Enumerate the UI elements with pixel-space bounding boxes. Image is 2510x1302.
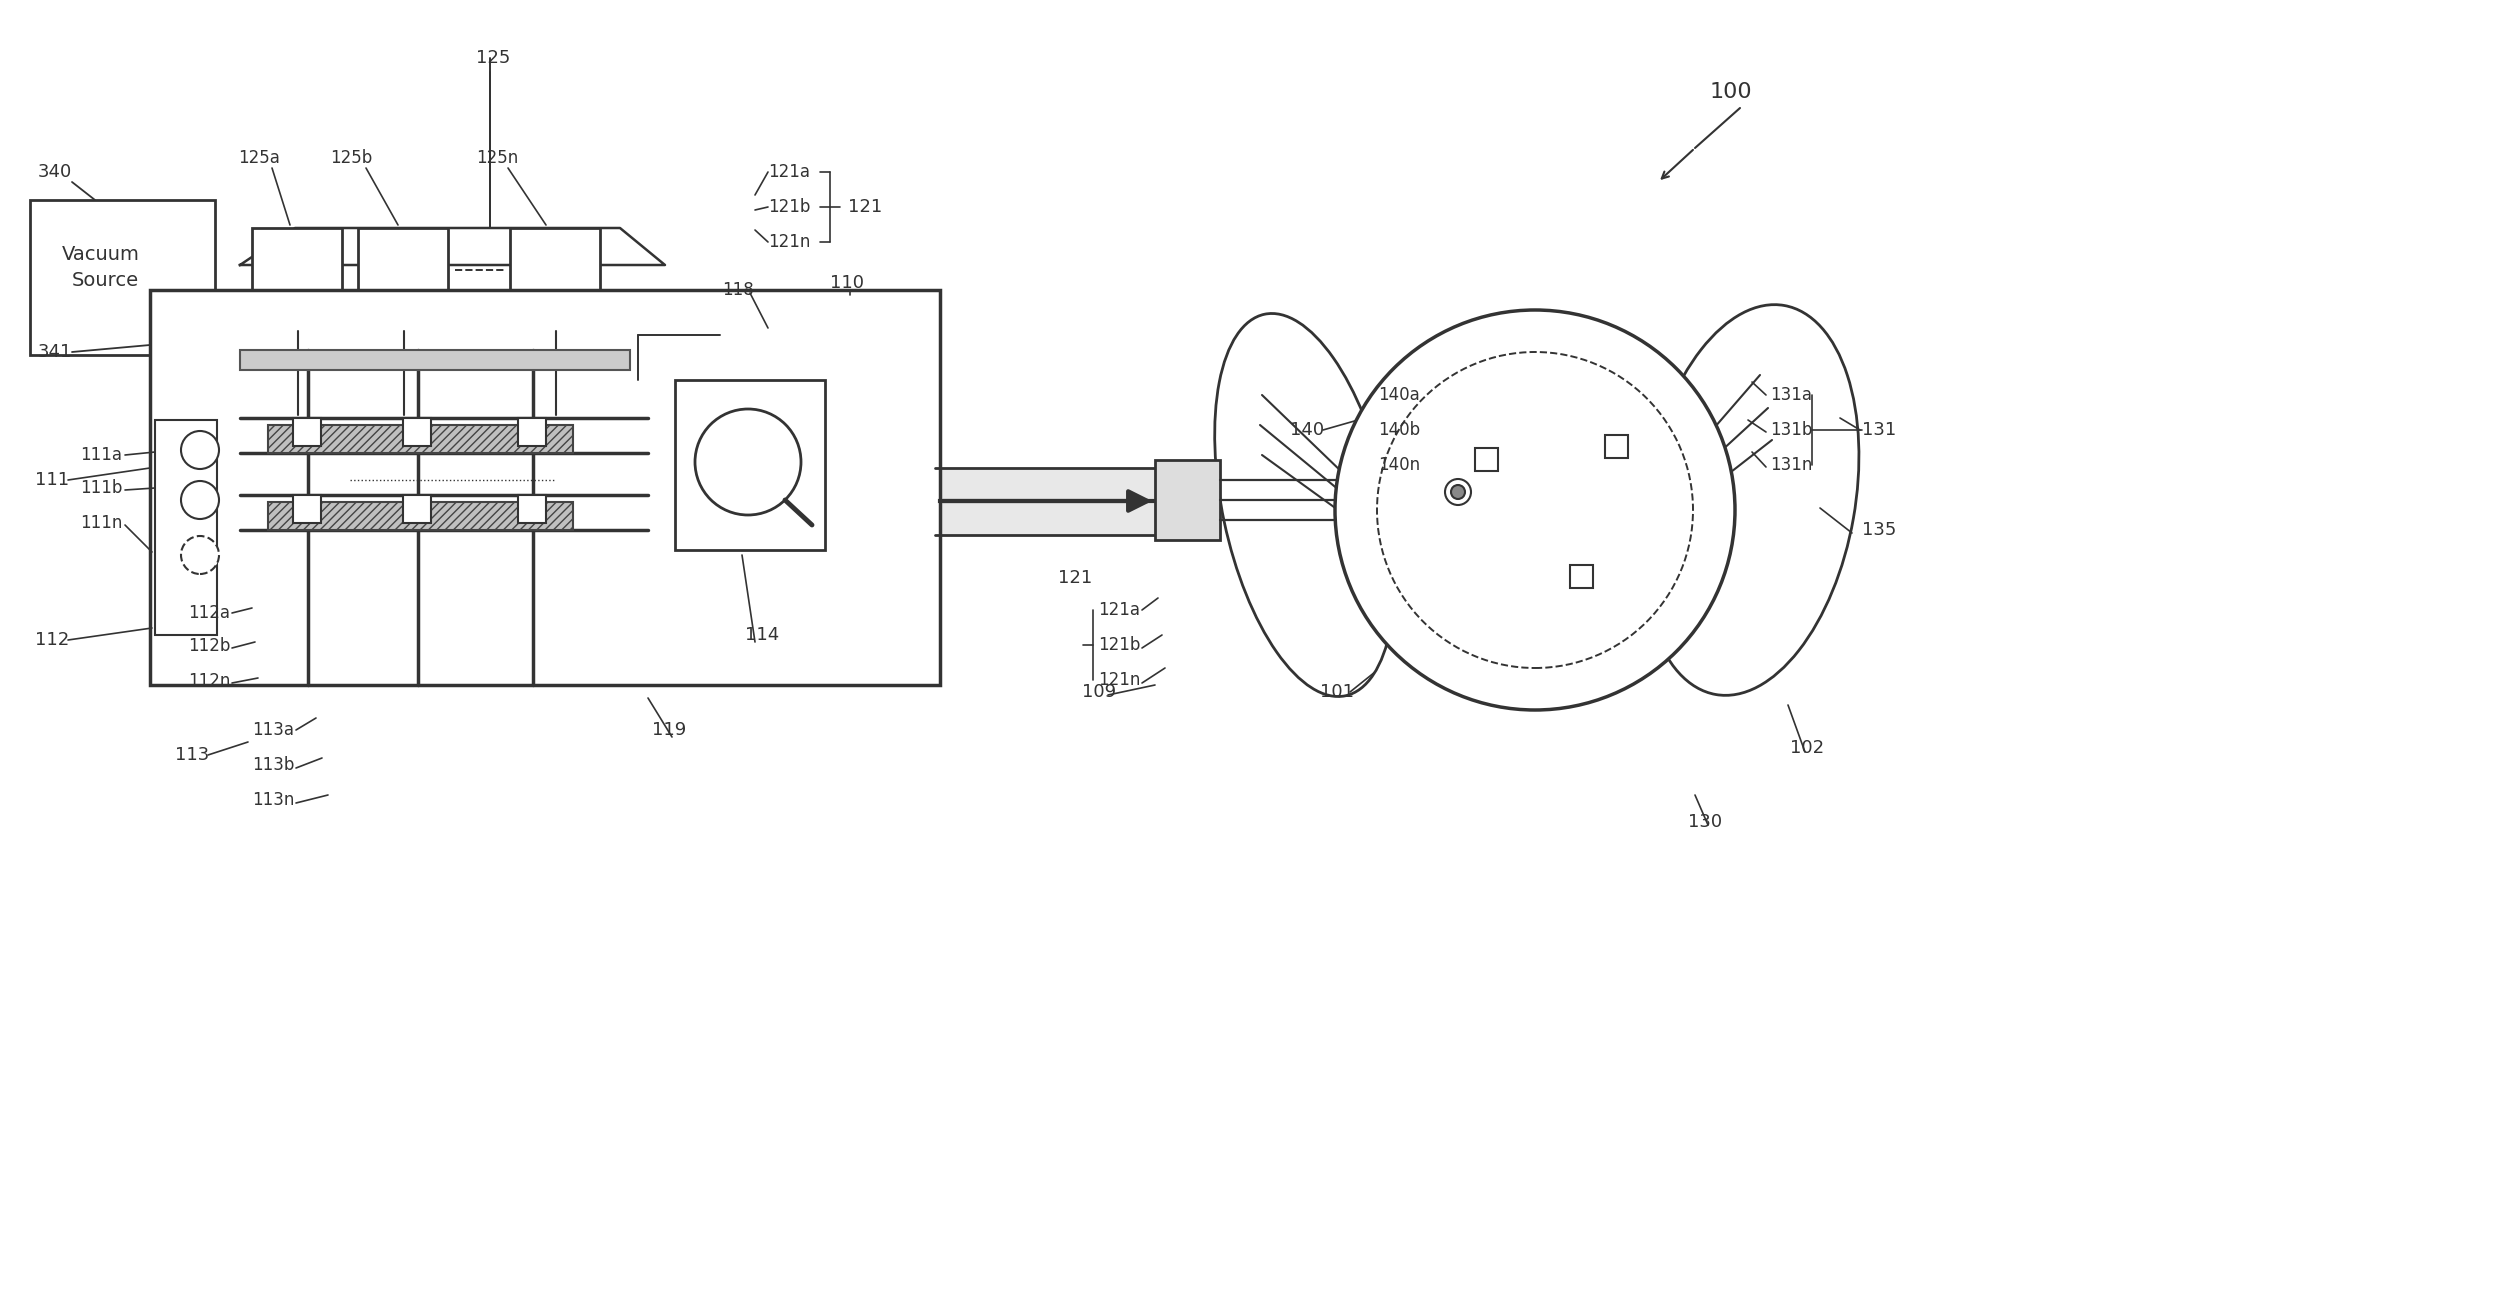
Bar — [545, 312, 567, 331]
Text: 110: 110 — [831, 273, 863, 292]
Text: 101: 101 — [1320, 684, 1353, 700]
Bar — [241, 350, 630, 370]
Circle shape — [1335, 310, 1734, 710]
Bar — [394, 312, 414, 331]
Bar — [269, 503, 572, 530]
Bar — [1569, 565, 1594, 589]
Text: 111b: 111b — [80, 479, 123, 497]
Bar — [1476, 448, 1498, 471]
Text: 112b: 112b — [188, 637, 231, 655]
Text: 140: 140 — [1290, 421, 1325, 439]
Text: 125b: 125b — [329, 148, 371, 167]
Text: 125a: 125a — [238, 148, 281, 167]
Text: 140b: 140b — [1378, 421, 1421, 439]
Bar — [251, 228, 341, 312]
Ellipse shape — [1642, 305, 1860, 695]
Text: 125: 125 — [477, 49, 510, 66]
Circle shape — [181, 536, 218, 574]
Bar — [675, 380, 826, 549]
Text: 121n: 121n — [1097, 671, 1140, 689]
Text: 121: 121 — [1059, 569, 1092, 587]
Text: 109: 109 — [1082, 684, 1117, 700]
Text: 131b: 131b — [1770, 421, 1812, 439]
Text: 113b: 113b — [251, 756, 294, 773]
Text: 125n: 125n — [477, 148, 517, 167]
Text: 130: 130 — [1689, 812, 1722, 831]
Bar — [151, 290, 941, 685]
Bar — [1604, 435, 1629, 458]
Bar — [30, 201, 216, 355]
Text: 135: 135 — [1862, 521, 1898, 539]
Text: 121a: 121a — [768, 163, 811, 181]
Bar — [517, 418, 547, 447]
Text: 121: 121 — [848, 198, 881, 216]
Circle shape — [1446, 479, 1471, 505]
Text: 121n: 121n — [768, 233, 811, 251]
Text: 112a: 112a — [188, 604, 231, 622]
Text: 112n: 112n — [188, 672, 231, 690]
Text: 113a: 113a — [251, 721, 294, 740]
Text: 111: 111 — [35, 471, 70, 490]
Text: Source: Source — [73, 271, 138, 289]
Polygon shape — [241, 228, 665, 266]
Bar — [510, 228, 600, 312]
Text: 140a: 140a — [1378, 385, 1421, 404]
Bar — [294, 495, 321, 523]
Bar — [359, 228, 447, 312]
Bar — [517, 495, 547, 523]
Text: 113n: 113n — [251, 792, 294, 809]
Circle shape — [1378, 352, 1694, 668]
Ellipse shape — [1215, 314, 1396, 697]
Text: 131: 131 — [1862, 421, 1895, 439]
Text: 121b: 121b — [1097, 635, 1140, 654]
Text: 118: 118 — [723, 281, 753, 299]
Text: 119: 119 — [653, 721, 685, 740]
Text: 131a: 131a — [1770, 385, 1812, 404]
Text: Vacuum: Vacuum — [63, 246, 141, 264]
Text: 111n: 111n — [80, 514, 123, 533]
Text: 111a: 111a — [80, 447, 123, 464]
Text: 140n: 140n — [1378, 456, 1421, 474]
Text: 100: 100 — [1709, 82, 1752, 102]
Bar — [269, 424, 572, 453]
Text: 340: 340 — [38, 163, 73, 181]
Text: 102: 102 — [1790, 740, 1825, 756]
Bar — [156, 421, 216, 635]
Circle shape — [695, 409, 801, 516]
Bar — [404, 418, 432, 447]
Bar — [1155, 460, 1220, 540]
Text: 341: 341 — [38, 342, 73, 361]
Circle shape — [181, 431, 218, 469]
Bar — [286, 312, 309, 331]
Text: 121a: 121a — [1097, 602, 1140, 618]
Text: 131n: 131n — [1770, 456, 1812, 474]
Bar — [404, 495, 432, 523]
Text: 112: 112 — [35, 631, 70, 648]
Circle shape — [181, 480, 218, 519]
Circle shape — [1451, 486, 1466, 499]
Text: 121b: 121b — [768, 198, 811, 216]
Text: 114: 114 — [745, 626, 778, 644]
Text: 113: 113 — [176, 746, 208, 764]
Bar — [294, 418, 321, 447]
